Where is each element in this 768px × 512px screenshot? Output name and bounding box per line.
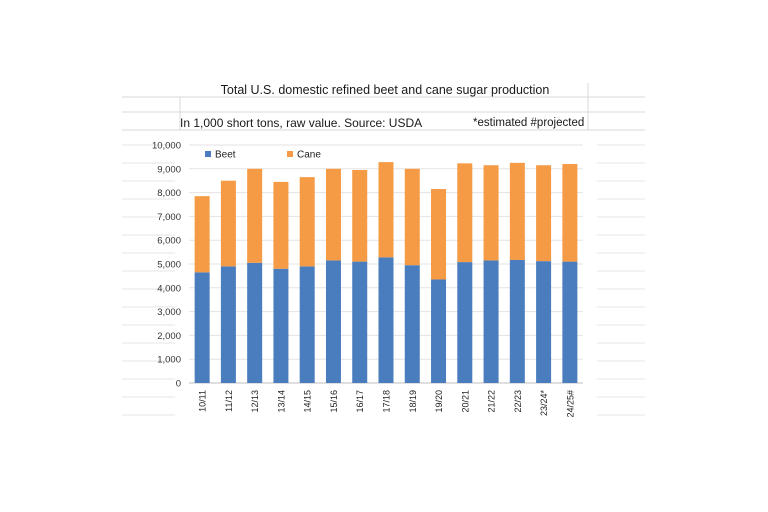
legend-label: Beet [215, 150, 236, 161]
x-tick-label: 19/20 [434, 390, 444, 413]
y-tick-label: 2,000 [157, 331, 181, 342]
x-tick-label: 13/14 [276, 390, 286, 413]
bar-cane [325, 168, 341, 261]
y-tick-label: 8,000 [157, 188, 181, 199]
bar-beet [457, 262, 473, 383]
bar-cane [404, 168, 420, 266]
x-tick-label: 17/18 [382, 390, 392, 413]
x-tick-label: 18/19 [408, 390, 418, 413]
bar-beet [404, 265, 420, 383]
bar-cane [431, 189, 447, 280]
bar-cane [457, 163, 473, 263]
bar-cane [509, 162, 525, 260]
bar-cane [247, 168, 263, 263]
bar-beet [352, 261, 368, 383]
x-tick-label: 20/21 [460, 390, 470, 413]
bar-beet [509, 259, 525, 383]
bar-beet [562, 261, 578, 383]
bar-beet [483, 260, 499, 383]
bar-beet [194, 272, 210, 383]
chart-title: Total U.S. domestic refined beet and can… [220, 83, 550, 97]
bar-cane [562, 164, 578, 262]
y-tick-label: 6,000 [157, 236, 181, 247]
bar-cane [483, 165, 499, 261]
x-tick-label: 15/16 [329, 390, 339, 413]
bar-beet [247, 262, 263, 383]
y-tick-label: 4,000 [157, 283, 181, 294]
legend-label: Cane [297, 150, 321, 161]
y-tick-label: 3,000 [157, 307, 181, 318]
bar-cane [536, 165, 552, 262]
y-tick-label: 1,000 [157, 355, 181, 366]
bar-cane [378, 162, 394, 258]
legend-swatch [287, 151, 293, 157]
x-tick-label: 24/25# [565, 390, 575, 418]
bar-beet [431, 279, 447, 383]
chart-subtitle: In 1,000 short tons, raw value. Source: … [180, 116, 423, 130]
legend-swatch [205, 151, 211, 157]
bar-beet [220, 266, 236, 383]
x-tick-label: 23/24* [539, 390, 549, 417]
x-tick-label: 21/22 [487, 390, 497, 413]
bar-cane [299, 177, 315, 267]
y-tick-label: 0 [176, 379, 181, 390]
x-tick-label: 11/12 [224, 390, 234, 412]
x-tick-label: 12/13 [250, 390, 260, 413]
y-tick-label: 10,000 [152, 141, 181, 152]
bar-beet [325, 260, 341, 383]
bar-beet [536, 261, 552, 383]
x-tick-label: 14/15 [303, 390, 313, 413]
x-tick-label: 10/11 [198, 390, 208, 412]
bar-cane [273, 181, 289, 269]
x-tick-label: 16/17 [355, 390, 365, 413]
bar-cane [352, 169, 368, 262]
bar-cane [220, 180, 236, 267]
y-tick-label: 7,000 [157, 212, 181, 223]
y-tick-label: 5,000 [157, 260, 181, 271]
bar-cane [194, 196, 210, 273]
legend: Beet Cane [205, 150, 321, 161]
y-tick-label: 9,000 [157, 164, 181, 175]
bar-beet [273, 268, 289, 383]
estimate-note: *estimated #projected [473, 117, 585, 129]
bar-beet [378, 257, 394, 383]
x-tick-label: 22/23 [513, 390, 523, 413]
bar-beet [299, 266, 315, 383]
